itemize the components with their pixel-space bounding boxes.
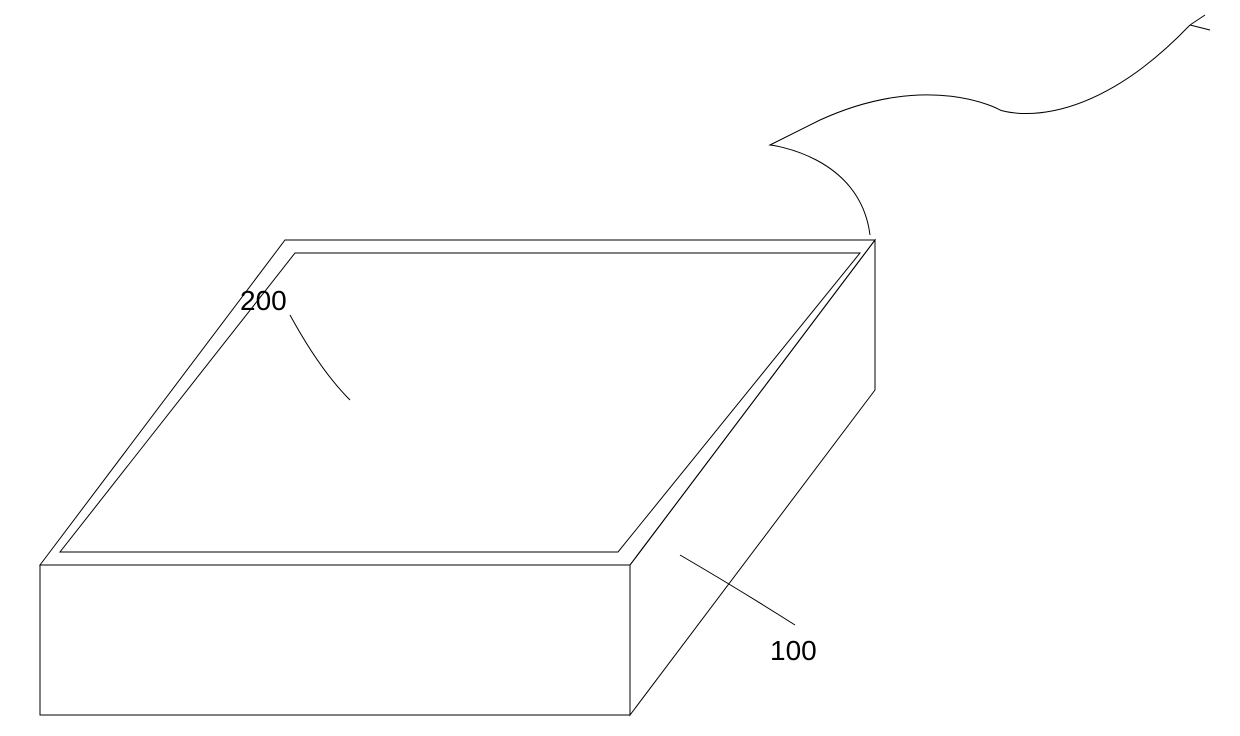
diagram-canvas: 200 100 xyxy=(0,0,1240,736)
label-100: 100 xyxy=(770,635,817,666)
label-200: 200 xyxy=(240,285,287,316)
